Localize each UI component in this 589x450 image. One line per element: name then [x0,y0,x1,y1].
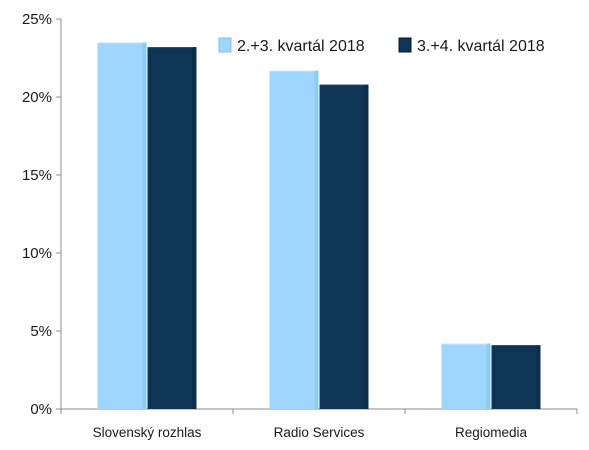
y-tick-label: 15% [22,167,52,184]
bar-shade [364,84,369,410]
y-tick-label: 25% [22,11,52,28]
y-tick-label: 0% [30,401,52,418]
bar-series-1 [269,70,319,409]
chart-legend: 2.+3. kvartál 2018 3.+4. kvartál 2018 [218,37,545,55]
bar-shade [314,70,319,409]
bar-shade [486,343,491,409]
bar-series-1 [441,343,491,409]
y-tick-label: 5% [30,323,52,340]
bar-series-2 [319,84,369,410]
x-category-label: Regiomedia [455,425,528,440]
y-tick-label: 20% [22,89,52,106]
bar-series-2 [491,345,541,409]
x-category-label: Slovenský rozhlas [93,425,202,440]
legend-swatch [398,37,412,53]
legend-label: 2.+3. kvartál 2018 [237,38,365,55]
x-category-label: Radio Services [274,425,365,440]
legend-swatch [218,37,232,53]
chart-axes: 0% 5% 10% 15% 20% 25% Slovenský rozhlas Radio S… [22,11,578,440]
y-tick-label: 10% [22,245,52,262]
bar-shade [536,345,541,409]
bar-series-2 [147,47,197,409]
legend-label: 3.+4. kvartál 2018 [417,38,545,55]
bar-series-1 [97,42,147,410]
bar-shade [192,47,197,409]
bar-shade [142,42,147,410]
chart-bars [97,42,541,410]
